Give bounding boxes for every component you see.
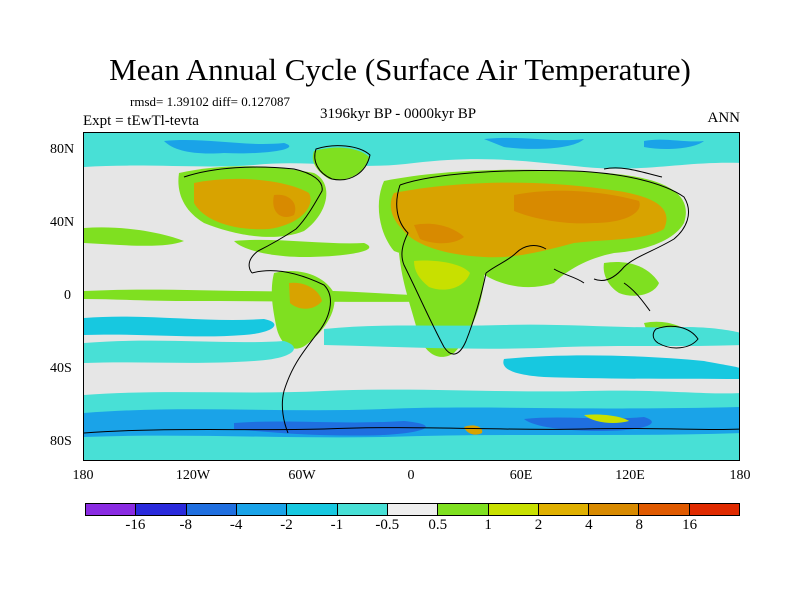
lat-label-40s: 40S <box>50 361 72 376</box>
season-label: ANN <box>707 110 741 126</box>
stats-text: rmsd= 1.39102 diff= 0.127087 <box>130 94 290 109</box>
temperature-anomaly-map <box>84 133 739 460</box>
colorbar-segment <box>236 504 288 515</box>
colorbar-segment <box>86 504 137 515</box>
colorbar-tick-label: -1 <box>330 517 344 533</box>
colorbar-tick-label: -16 <box>125 517 146 533</box>
lon-label-60w: 60W <box>288 468 316 483</box>
lon-label-60e: 60E <box>509 468 533 483</box>
lat-label-40n: 40N <box>50 215 75 230</box>
colorbar-tick-label: 8 <box>635 517 643 533</box>
colorbar-segment <box>337 504 388 515</box>
colorbar-segment <box>639 504 690 515</box>
colorbar-tick-label: -0.5 <box>375 517 400 533</box>
colorbar-tick-label: 2 <box>534 517 543 533</box>
lat-label-80s: 80S <box>50 434 72 449</box>
lat-label-80n: 80N <box>50 142 75 157</box>
lon-label-120w: 120W <box>175 468 211 483</box>
colorbar-tick-label: 16 <box>682 517 698 533</box>
colorbar-segment <box>589 504 640 515</box>
colorbar-tick-label: 0.5 <box>428 517 448 533</box>
colorbar-tick-label: 4 <box>585 517 593 533</box>
lon-label-180w: 180 <box>72 468 94 483</box>
colorbar-tick-label: -4 <box>229 517 243 533</box>
lat-label-0: 0 <box>64 288 71 303</box>
lon-label-180e: 180 <box>729 468 751 483</box>
colorbar-segment <box>287 504 338 515</box>
colorbar-segment <box>387 504 439 515</box>
colorbar-tick-label: -8 <box>179 517 193 533</box>
colorbar-segment <box>186 504 237 515</box>
lon-label-0: 0 <box>407 468 415 483</box>
lon-label-120e: 120E <box>615 468 645 483</box>
period-label: 3196kyr BP - 0000kyr BP <box>320 106 477 122</box>
colorbar-tick-label: 1 <box>484 517 492 533</box>
figure-title: Mean Annual Cycle (Surface Air Temperatu… <box>109 52 691 87</box>
colorbar-segment <box>438 504 489 515</box>
map-panel <box>83 132 740 461</box>
colorbar-segment <box>488 504 539 515</box>
colorbar <box>85 503 740 516</box>
colorbar-segment <box>136 504 187 515</box>
colorbar-segment <box>538 504 590 515</box>
colorbar-segment <box>689 504 740 515</box>
colorbar-tick-label: -2 <box>280 517 293 533</box>
experiment-label: Expt = tEwTl-tevta <box>83 113 199 129</box>
